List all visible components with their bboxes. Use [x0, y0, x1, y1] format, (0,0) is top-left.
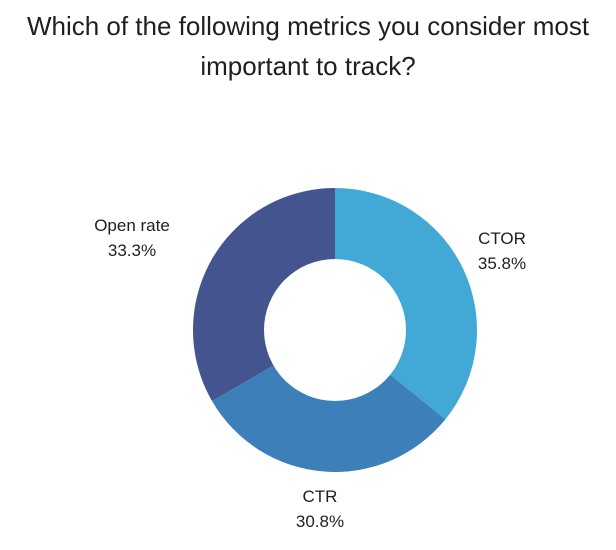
slice-label-ctr-name: CTR	[302, 487, 338, 506]
donut-hole	[264, 259, 406, 401]
slice-label-open-rate-name: Open rate	[94, 216, 170, 235]
chart-title-line-2: important to track?	[200, 51, 416, 81]
slice-label-ctor-name: CTOR	[478, 229, 526, 248]
chart-title: Which of the following metrics you consi…	[0, 6, 616, 86]
chart-title-line-1: Which of the following metrics you consi…	[26, 11, 590, 41]
slice-ctr	[212, 330, 446, 472]
slice-label-open-rate-value: 33.3%	[107, 241, 157, 260]
slice-label-ctr: CTR 30.8%	[284, 484, 356, 534]
slice-ctor	[335, 188, 477, 420]
slice-label-ctor: CTOR 35.8%	[466, 226, 538, 276]
slice-label-ctor-value: 35.8%	[477, 254, 527, 273]
slice-label-ctr-value: 30.8%	[295, 512, 345, 531]
slice-label-open-rate: Open rate 33.3%	[82, 213, 182, 263]
